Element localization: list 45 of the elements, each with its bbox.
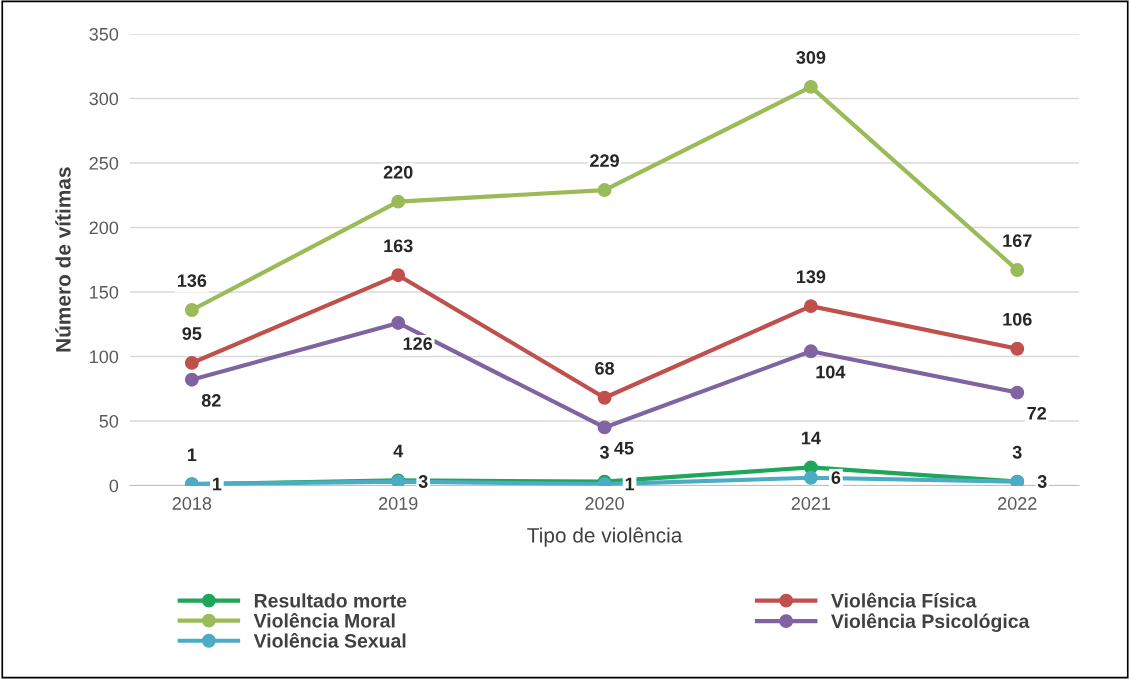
x-tick-label: 2018 [172,497,212,510]
x-tick-label: 2020 [585,497,624,510]
legend-label: Violência Psicológica [831,613,1030,632]
data-label: 136 [177,274,207,288]
data-label: 3 [418,475,428,488]
data-label: 220 [383,165,413,179]
data-label: 1 [212,477,222,491]
x-tick-label: 2019 [379,497,418,510]
y-tick-label: 100 [90,350,119,364]
data-label: 163 [384,239,413,253]
data-label: 167 [1003,234,1032,248]
data-label: 45 [614,441,634,455]
legend-label: Resultado morte [254,593,407,608]
data-label: 3 [599,445,609,459]
y-tick-label: 300 [89,92,119,106]
data-label: 14 [801,431,821,445]
y-tick-label: 50 [99,414,119,428]
y-axis-title: Número de vítimas [55,167,71,352]
data-label: 4 [393,444,404,458]
data-label: 1 [187,448,197,461]
data-label: 106 [1003,312,1032,326]
data-label: 95 [182,327,202,340]
data-label: 229 [590,154,619,168]
data-label: 126 [403,337,433,350]
data-label: 3 [1037,475,1047,488]
data-label: 82 [201,393,221,407]
y-tick-label: 200 [89,221,119,235]
y-tick-label: 0 [109,479,119,493]
legend-label: Violência Moral [253,612,395,628]
data-label: 3 [1012,445,1022,459]
legend-label: Violência Física [831,592,977,608]
data-label: 104 [816,365,846,379]
x-axis-title: Tipo de violência [527,527,683,547]
y-tick-label: 150 [90,285,119,299]
data-label: 68 [595,361,615,375]
data-label: 139 [796,270,826,284]
data-label: 72 [1027,406,1047,420]
data-label: 6 [831,471,841,484]
data-label: 309 [796,51,826,64]
y-tick-label: 250 [89,156,119,170]
legend-label: Violência Sexual [253,633,406,648]
data-label: 1 [625,477,635,491]
x-tick-label: 2022 [998,497,1037,510]
x-tick-label: 2021 [791,497,831,510]
y-tick-label: 350 [89,27,119,41]
